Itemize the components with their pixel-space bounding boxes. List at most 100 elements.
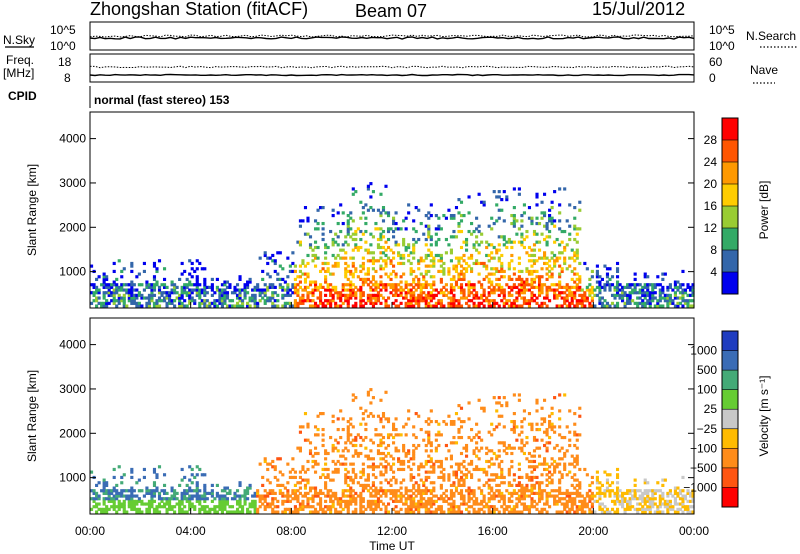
power-cell: [487, 293, 491, 297]
power-cell: [502, 304, 506, 308]
velocity-cell: [407, 497, 411, 501]
velocity-cell: [477, 398, 481, 402]
power-cell: [590, 275, 594, 279]
power-cell: [120, 283, 124, 287]
power-cell: [575, 232, 579, 236]
velocity-cell: [273, 505, 277, 509]
power-cell: [432, 304, 436, 308]
power-cell: [515, 299, 519, 303]
power-cell: [497, 256, 501, 260]
velocity-cell: [361, 438, 365, 442]
power-cell: [238, 296, 242, 300]
power-cell: [495, 283, 499, 287]
power-cell: [308, 245, 313, 250]
power-cell: [256, 301, 260, 305]
velocity-cell: [188, 497, 192, 501]
velocity-cell: [550, 473, 554, 477]
velocity-cell: [354, 435, 358, 440]
velocity-cell: [512, 510, 516, 514]
power-cell: [414, 299, 418, 303]
velocity-cell: [595, 475, 599, 480]
power-cell: [384, 285, 388, 289]
velocity-cell: [558, 425, 562, 429]
velocity-cell: [95, 497, 99, 501]
power-cell: [512, 224, 516, 228]
velocity-cell: [555, 465, 559, 469]
power-cell: [316, 256, 320, 260]
velocity-cell: [648, 497, 652, 501]
velocity-cell: [673, 499, 677, 503]
velocity-cell: [215, 510, 219, 514]
velocity-cell: [188, 499, 192, 503]
power-cell: [543, 301, 547, 305]
power-cell: [173, 291, 177, 295]
velocity-cell: [424, 510, 428, 514]
power-cell: [190, 299, 194, 303]
y-tick-label: 1000: [59, 265, 86, 279]
power-cell: [527, 299, 532, 303]
power-cell: [633, 285, 637, 289]
velocity-cell: [633, 489, 637, 493]
velocity-cell: [407, 465, 411, 469]
power-cell: [543, 213, 547, 218]
power-cell: [366, 187, 370, 191]
velocity-cell: [568, 507, 572, 511]
power-cell: [568, 237, 572, 242]
power-cell: [394, 240, 398, 244]
velocity-cell: [605, 507, 610, 511]
power-cell: [120, 275, 124, 279]
power-cell: [298, 301, 302, 305]
power-cell: [336, 261, 340, 266]
velocity-cell: [545, 499, 549, 503]
power-cell: [464, 296, 469, 300]
power-cell: [389, 261, 393, 266]
velocity-cell: [603, 505, 607, 509]
velocity-cell: [389, 491, 393, 495]
velocity-cell: [429, 491, 433, 495]
power-cell: [638, 291, 642, 295]
power-cell: [195, 283, 199, 287]
velocity-cell: [510, 451, 514, 456]
velocity-cell: [130, 502, 134, 506]
power-cell: [271, 291, 275, 295]
power-cell: [563, 299, 567, 303]
power-cell: [261, 288, 265, 292]
power-cell: [515, 232, 519, 236]
power-cell: [386, 237, 391, 242]
power-cell: [452, 275, 456, 279]
power-cell: [500, 275, 504, 279]
velocity-cell: [502, 475, 506, 480]
power-cell: [346, 304, 350, 308]
power-cell: [467, 293, 471, 297]
power-cell: [334, 240, 338, 244]
velocity-cell: [467, 497, 471, 501]
power-cell: [467, 264, 471, 268]
power-cell: [105, 304, 109, 308]
velocity-cell: [369, 491, 373, 495]
velocity-cell: [676, 486, 680, 490]
power-cell: [610, 301, 615, 305]
power-cell: [278, 283, 282, 287]
velocity-cell: [545, 494, 549, 498]
power-cell: [439, 227, 443, 231]
velocity-cell: [615, 486, 620, 490]
velocity-cell: [157, 491, 162, 495]
power-cell: [510, 301, 514, 305]
velocity-cell: [550, 481, 554, 485]
velocity-cell: [550, 412, 554, 416]
velocity-cell: [366, 473, 370, 477]
colorbar-tick-label: 1000: [690, 344, 717, 358]
power-cell: [502, 243, 506, 247]
velocity-cell: [193, 475, 197, 480]
power-cell: [193, 301, 197, 305]
velocity-cell: [301, 478, 305, 482]
power-cell: [427, 296, 431, 300]
power-cell: [198, 283, 202, 287]
power-cell: [603, 264, 607, 268]
velocity-cell: [366, 499, 370, 503]
velocity-cell: [359, 505, 363, 509]
velocity-cell: [399, 499, 403, 503]
velocity-cell: [313, 462, 318, 466]
velocity-cell: [150, 494, 154, 498]
velocity-cell: [429, 465, 433, 469]
